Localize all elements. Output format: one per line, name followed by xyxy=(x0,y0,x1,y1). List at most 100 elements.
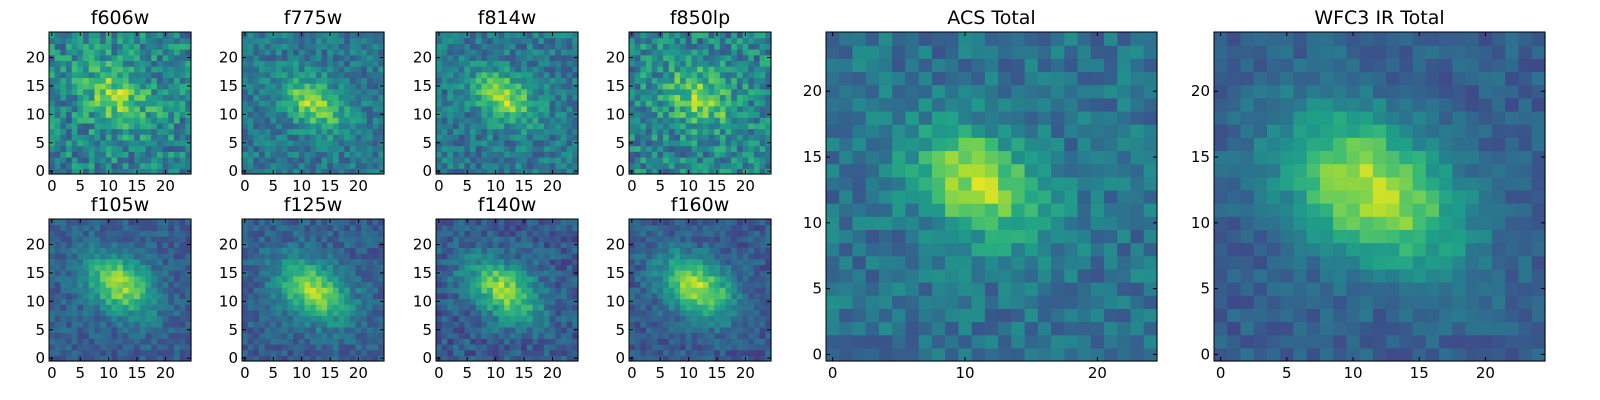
heatmap-cell xyxy=(691,43,698,50)
heatmap-cell xyxy=(162,349,169,356)
heatmap-cell xyxy=(111,66,118,73)
heatmap-cell xyxy=(145,162,152,169)
heatmap-cell xyxy=(509,94,517,101)
heatmap-cell xyxy=(753,37,761,44)
heatmap-cell xyxy=(71,43,78,50)
heatmap-cell xyxy=(464,247,471,254)
heatmap-cell xyxy=(441,134,448,141)
heatmap-cell xyxy=(498,236,505,243)
x-tick-label: 0 xyxy=(627,177,637,195)
heatmap-cell xyxy=(168,77,175,84)
heatmap-cell xyxy=(71,122,78,130)
heatmap-cell xyxy=(526,321,534,328)
heatmap-cell xyxy=(674,111,681,118)
heatmap-cell xyxy=(475,139,483,147)
heatmap-cell xyxy=(663,309,670,317)
heatmap-cell xyxy=(441,32,448,39)
heatmap-cell xyxy=(441,326,448,334)
heatmap-cell xyxy=(748,54,755,61)
heatmap-cell xyxy=(151,264,158,271)
heatmap-cell xyxy=(378,77,385,84)
heatmap-cell xyxy=(475,326,483,334)
heatmap-cell xyxy=(151,151,158,158)
heatmap-cell xyxy=(731,94,738,101)
heatmap-cell xyxy=(287,258,294,266)
heatmap-cell xyxy=(532,117,539,124)
heatmap-cell xyxy=(122,258,130,266)
heatmap-cell xyxy=(504,151,511,158)
heatmap-cell xyxy=(168,128,175,135)
heatmap-cell xyxy=(441,156,448,164)
heatmap-cell xyxy=(151,349,158,356)
heatmap-cell xyxy=(634,326,641,334)
heatmap-cell xyxy=(88,343,96,351)
heatmap-cell xyxy=(366,54,374,61)
heatmap-cell xyxy=(287,32,294,39)
heatmap-cell xyxy=(168,355,175,362)
heatmap-cell xyxy=(526,105,534,113)
heatmap-cell xyxy=(685,54,693,61)
x-tick-label: 0 xyxy=(240,364,250,382)
heatmap-cell xyxy=(321,304,328,311)
heatmap-cell xyxy=(458,60,465,67)
heatmap-cell xyxy=(321,111,328,118)
heatmap-cell xyxy=(349,32,357,39)
heatmap-cell xyxy=(151,77,158,84)
heatmap-cell xyxy=(117,54,124,61)
heatmap-cell xyxy=(298,241,306,248)
heatmap-cell xyxy=(521,60,528,67)
heatmap-cell xyxy=(543,298,551,305)
heatmap-cell xyxy=(270,94,277,101)
heatmap-cell xyxy=(708,60,715,67)
heatmap-cell xyxy=(742,298,749,305)
heatmap-cell xyxy=(447,43,454,50)
heatmap-cell xyxy=(492,54,500,61)
heatmap-cell xyxy=(327,253,334,260)
heatmap-cell xyxy=(566,139,573,147)
heatmap-cell xyxy=(105,139,113,147)
heatmap-cell xyxy=(458,321,465,328)
heatmap-cell xyxy=(77,287,84,294)
heatmap-cell xyxy=(441,219,448,226)
heatmap-cell xyxy=(105,60,113,67)
heatmap-cell xyxy=(447,134,454,141)
heatmap-cell xyxy=(538,270,545,277)
y-tick-label: 15 xyxy=(606,77,625,95)
heatmap-cell xyxy=(366,253,374,260)
heatmap-cell xyxy=(458,145,465,152)
heatmap-cell xyxy=(538,309,545,317)
heatmap-cell xyxy=(748,71,755,79)
heatmap-cell xyxy=(538,54,545,61)
heatmap-cell xyxy=(708,275,715,283)
heatmap-cell xyxy=(111,247,118,254)
heatmap-cell xyxy=(646,88,653,96)
heatmap-cell xyxy=(259,77,266,84)
heatmap-cell xyxy=(315,219,323,226)
heatmap-cell xyxy=(281,117,289,124)
heatmap-cell xyxy=(298,49,306,56)
heatmap-cell xyxy=(543,219,551,226)
heatmap-cell xyxy=(349,117,357,124)
heatmap-cell xyxy=(253,32,260,39)
heatmap-cell xyxy=(521,258,528,266)
heatmap-cell xyxy=(572,309,579,317)
heatmap-cell xyxy=(94,54,101,61)
heatmap-cell xyxy=(372,230,379,237)
heatmap-cell xyxy=(464,60,471,67)
heatmap-cell xyxy=(100,54,107,61)
heatmap-cell xyxy=(344,60,351,67)
heatmap-cell xyxy=(349,270,357,277)
heatmap-cell xyxy=(173,236,181,243)
heatmap-cell xyxy=(287,281,294,288)
heatmap-cell xyxy=(549,49,556,56)
heatmap-cell xyxy=(60,94,67,101)
heatmap-cell xyxy=(361,139,368,147)
heatmap-cell xyxy=(560,298,568,305)
heatmap-cell xyxy=(270,100,277,107)
heatmap-cell xyxy=(441,343,448,351)
heatmap-cell xyxy=(378,236,385,243)
heatmap-cell xyxy=(304,145,311,152)
heatmap-cell xyxy=(242,224,249,231)
heatmap-cell xyxy=(77,224,84,231)
heatmap-cell xyxy=(71,298,78,305)
